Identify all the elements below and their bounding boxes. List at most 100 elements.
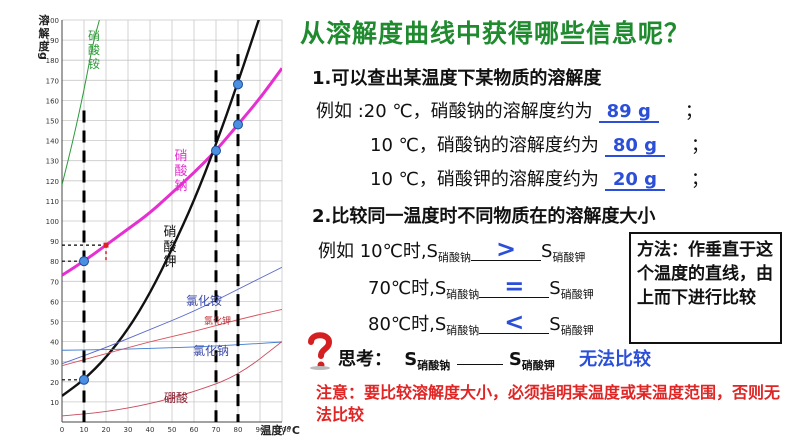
y-axis-label: 溶 bbox=[39, 13, 50, 27]
s-letter: S bbox=[549, 314, 561, 335]
x-tick-label: 100 bbox=[277, 426, 290, 434]
reference-point bbox=[103, 242, 109, 248]
method-box: 方法：作垂直于这个温度的直线，由上而下进行比较 bbox=[629, 232, 782, 344]
y-tick-label: 50 bbox=[50, 319, 59, 327]
example-1-text: 例如 :20 ℃，硝酸钠的溶解度约为 bbox=[316, 101, 593, 122]
semicolon: ； bbox=[691, 135, 710, 156]
s-letter: S bbox=[404, 349, 418, 370]
series-label-ammonium-nitrate: 酸 bbox=[88, 42, 100, 57]
series-label-ammonium-nitrate: 硝 bbox=[88, 29, 100, 43]
y-tick-label: 190 bbox=[46, 37, 59, 45]
compare-2-text: 70℃时,S bbox=[368, 278, 447, 299]
y-tick-label: 90 bbox=[50, 238, 59, 246]
point-1-heading: 1.可以查出某温度下某物质的溶解度 bbox=[312, 68, 602, 89]
y-tick-label: 70 bbox=[50, 278, 59, 286]
y-tick-label: 180 bbox=[46, 57, 59, 65]
y-tick-label: 80 bbox=[50, 258, 59, 266]
series-label-ammonium-chloride: 氯化铵 bbox=[186, 293, 222, 308]
compare-row-3: 80℃时,S硝酸钠 < S硝酸钾 bbox=[368, 310, 594, 337]
s-letter: S bbox=[541, 241, 553, 262]
compare-row-2: 70℃时,S硝酸钠 = S硝酸钾 bbox=[368, 274, 594, 301]
compare-2-symbol: = bbox=[479, 274, 550, 298]
subscript-k: 硝酸钾 bbox=[560, 324, 594, 337]
semicolon: ； bbox=[684, 101, 703, 122]
y-tick-label: 40 bbox=[50, 339, 59, 347]
x-tick-label: 70 bbox=[212, 426, 221, 434]
x-tick-label: 20 bbox=[102, 426, 111, 434]
y-tick-label: 20 bbox=[50, 379, 59, 387]
example-3: 10 ℃，硝酸钾的溶解度约为 20 g ； bbox=[370, 165, 709, 191]
solubility-chart: 1020304050607080901001101201301401501601… bbox=[37, 13, 300, 437]
series-label-potassium-nitrate: 酸 bbox=[163, 240, 176, 255]
intersection-point bbox=[233, 119, 243, 130]
y-tick-label: 120 bbox=[46, 178, 59, 186]
series-label-sodium-nitrate: 硝 bbox=[174, 149, 187, 164]
s-letter: S bbox=[508, 349, 522, 370]
y-tick-label: 60 bbox=[50, 298, 59, 306]
semicolon: ； bbox=[691, 169, 710, 190]
series-line bbox=[62, 67, 282, 277]
series-label-sodium-nitrate: 酸 bbox=[174, 164, 187, 179]
x-tick-label: 0 bbox=[60, 426, 64, 434]
y-tick-label: 170 bbox=[46, 77, 59, 85]
compare-3-text: 80℃时,S bbox=[368, 314, 447, 335]
series-label-ammonium-nitrate: 铵 bbox=[88, 56, 100, 71]
example-2-answer: 80 g bbox=[604, 137, 666, 157]
think-answer: 无法比较 bbox=[579, 349, 652, 370]
y-tick-label: 150 bbox=[46, 118, 59, 126]
subscript-na: 硝酸钠 bbox=[446, 324, 480, 337]
think-row: 思考： S硝酸钠 S硝酸钾 无法比较 bbox=[338, 345, 652, 372]
subscript-k: 硝酸钾 bbox=[560, 288, 594, 301]
example-2-text: 10 ℃，硝酸钠的溶解度约为 bbox=[370, 135, 599, 156]
x-axis-label: 温度/°C bbox=[260, 423, 300, 437]
series-label-potassium-nitrate: 钾 bbox=[163, 255, 176, 270]
intersection-point bbox=[79, 374, 89, 385]
series-label-potassium-chloride: 氯化钾 bbox=[204, 315, 231, 327]
example-1-answer: 89 g bbox=[598, 103, 659, 123]
point-2-heading: 2.比较同一温度时不同物质在的溶解度大小 bbox=[312, 206, 656, 227]
think-label: 思考： bbox=[338, 349, 392, 370]
example-1: 例如 :20 ℃，硝酸钠的溶解度约为 89 g ； bbox=[316, 97, 703, 123]
series-label-sodium-chloride: 氯化钠 bbox=[193, 343, 229, 358]
series-line bbox=[62, 20, 100, 185]
x-tick-label: 50 bbox=[168, 426, 177, 434]
y-tick-label: 10 bbox=[50, 399, 59, 407]
subscript-na: 硝酸钠 bbox=[446, 288, 480, 301]
x-tick-label: 40 bbox=[146, 426, 155, 434]
y-tick-label: 30 bbox=[50, 359, 59, 367]
intersection-point bbox=[211, 145, 221, 156]
note-text: 注意：要比较溶解度大小，必须指明某温度或某温度范围，否则无法比较 bbox=[316, 383, 781, 424]
y-tick-label: 140 bbox=[46, 138, 59, 146]
series-label-sodium-nitrate: 钠 bbox=[174, 179, 187, 194]
subscript-k: 硝酸钾 bbox=[552, 251, 586, 264]
example-3-answer: 20 g bbox=[604, 171, 666, 191]
compare-1-symbol: > bbox=[471, 237, 541, 261]
subscript-na: 硝酸钠 bbox=[438, 251, 471, 264]
x-tick-label: 90 bbox=[256, 426, 265, 434]
compare-1-text: 例如 10℃时,S bbox=[318, 241, 438, 262]
compare-3-symbol: < bbox=[479, 310, 550, 334]
x-tick-label: 60 bbox=[190, 426, 199, 434]
series-line bbox=[62, 20, 260, 397]
example-2: 10 ℃，硝酸钠的溶解度约为 80 g ； bbox=[370, 131, 709, 157]
y-tick-label: 130 bbox=[46, 158, 59, 166]
s-letter: S bbox=[549, 278, 561, 299]
compare-row-1: 例如 10℃时,S硝酸钠 > S硝酸钾 bbox=[318, 237, 586, 264]
y-axis-label: 度 bbox=[39, 39, 51, 53]
x-tick-label: 80 bbox=[234, 426, 243, 434]
question-mark-icon bbox=[308, 332, 333, 370]
example-3-text: 10 ℃，硝酸钾的溶解度约为 bbox=[370, 169, 599, 190]
y-tick-label: 160 bbox=[46, 97, 59, 105]
y-tick-label: 200 bbox=[46, 17, 59, 25]
subscript-k: 硝酸钾 bbox=[521, 359, 555, 372]
y-tick-label: 100 bbox=[46, 218, 59, 226]
page-title: 从溶解度曲线中获得哪些信息呢？ bbox=[300, 19, 691, 48]
intersection-point bbox=[233, 79, 243, 90]
subscript-na: 硝酸钠 bbox=[417, 359, 451, 372]
series-label-boric-acid: 硼酸 bbox=[164, 390, 188, 405]
series-label-potassium-nitrate: 硝 bbox=[163, 225, 176, 240]
x-tick-label: 10 bbox=[80, 426, 89, 434]
intersection-point bbox=[79, 256, 89, 267]
series-line bbox=[62, 341, 282, 351]
y-axis-label: 解 bbox=[39, 26, 50, 40]
